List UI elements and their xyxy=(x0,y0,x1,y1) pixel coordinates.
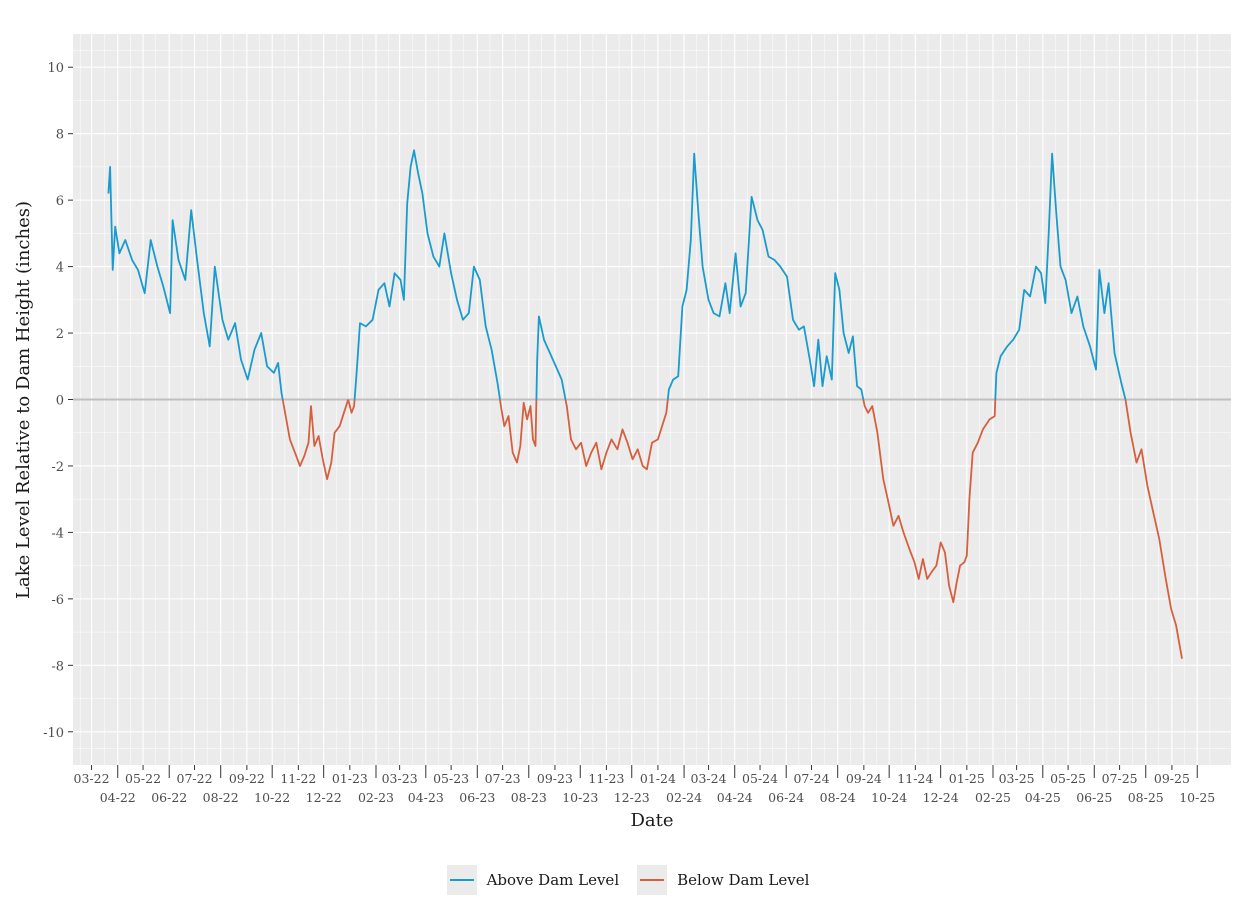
below-dam-level-line xyxy=(347,399,356,414)
minor-gridlines xyxy=(73,34,1231,765)
x-tick-label: 03-25 xyxy=(999,771,1035,786)
above-dam-level-line xyxy=(994,152,1127,400)
y-tick-label: 2 xyxy=(56,327,64,342)
x-tick-label: 08-23 xyxy=(511,790,547,805)
above-dam-level-line xyxy=(353,149,501,400)
x-tick-label: 10-23 xyxy=(562,790,598,805)
y-tick-label: -4 xyxy=(51,526,64,541)
below-dam-level-line xyxy=(499,399,538,464)
x-tick-label: 07-22 xyxy=(177,771,213,786)
legend-label-below: Below Dam Level xyxy=(677,871,810,889)
x-tick-label: 05-25 xyxy=(1050,771,1086,786)
x-tick-label: 11-23 xyxy=(588,771,624,786)
x-tick-label: 06-25 xyxy=(1076,790,1112,805)
x-tick-label: 11-24 xyxy=(897,771,933,786)
above-dam-level-line xyxy=(107,166,284,400)
x-tick-label: 12-23 xyxy=(614,790,650,805)
x-tick-label: 05-22 xyxy=(125,771,161,786)
y-tick-label: -10 xyxy=(43,726,64,741)
y-tick-label: 10 xyxy=(47,61,64,76)
x-tick-label: 07-23 xyxy=(485,771,521,786)
x-tick-label: 01-24 xyxy=(640,771,676,786)
x-tick-label: 06-23 xyxy=(459,790,495,805)
x-tick-label: 02-24 xyxy=(666,790,702,805)
x-tick-label: 03-22 xyxy=(74,771,110,786)
x-tick-label: 09-22 xyxy=(229,771,265,786)
x-tick-label: 04-24 xyxy=(717,790,753,805)
x-tick-label: 05-23 xyxy=(433,771,469,786)
x-tick-label: 03-23 xyxy=(382,771,418,786)
y-tick-label: 8 xyxy=(56,128,64,143)
legend-key-above xyxy=(446,865,477,895)
x-tick-label: 01-23 xyxy=(332,771,368,786)
x-tick-label: 04-23 xyxy=(408,790,444,805)
below-dam-level-line xyxy=(281,399,350,481)
legend: Above Dam Level Below Dam Level xyxy=(0,862,1256,898)
x-tick-label: 10-25 xyxy=(1179,790,1215,805)
x-tick-label: 08-25 xyxy=(1128,790,1164,805)
above-dam-level-line xyxy=(535,315,567,400)
x-axis: 03-22 04-22 05-22 06-22 07-22 08-22 09-22 10-22… xyxy=(74,765,1215,805)
x-tick-label: 02-23 xyxy=(358,790,394,805)
above-dam-level-line xyxy=(666,152,865,400)
y-tick-label: 6 xyxy=(56,194,64,209)
y-tick-label: 4 xyxy=(56,261,64,276)
series-lines xyxy=(107,149,1183,659)
legend-item-above: Above Dam Level xyxy=(446,865,620,895)
y-axis: -10 -8 -6 -4 -2 0 2 4 6 8 10 xyxy=(43,61,73,741)
y-tick-label: -8 xyxy=(51,659,64,674)
x-tick-label: 05-24 xyxy=(742,771,778,786)
x-tick-label: 04-25 xyxy=(1025,790,1061,805)
x-tick-label: 07-24 xyxy=(793,771,829,786)
x-tick-label: 08-24 xyxy=(820,790,856,805)
x-tick-label: 06-22 xyxy=(151,790,187,805)
x-tick-label: 07-25 xyxy=(1102,771,1138,786)
below-dam-level-line xyxy=(862,399,997,604)
x-tick-label: 11-22 xyxy=(280,771,316,786)
x-tick-label: 10-24 xyxy=(871,790,907,805)
x-tick-label: 04-22 xyxy=(100,790,136,805)
x-tick-label: 03-24 xyxy=(691,771,727,786)
x-tick-label: 09-23 xyxy=(537,771,573,786)
x-tick-label: 01-25 xyxy=(949,771,985,786)
x-tick-label: 06-24 xyxy=(768,790,804,805)
x-tick-label: 09-24 xyxy=(846,771,882,786)
legend-key-below xyxy=(637,865,668,895)
x-tick-label: 08-22 xyxy=(203,790,239,805)
y-tick-label: 0 xyxy=(56,394,64,409)
x-tick-label: 09-25 xyxy=(1154,771,1190,786)
y-axis-title: Lake Level Relative to Dam Height (inche… xyxy=(13,201,34,599)
x-axis-title: Date xyxy=(630,810,673,831)
x-tick-label: 12-22 xyxy=(306,790,342,805)
below-dam-level-line xyxy=(1124,399,1183,659)
y-tick-label: -6 xyxy=(51,593,64,608)
x-tick-label: 02-25 xyxy=(975,790,1011,805)
y-tick-label: -2 xyxy=(51,460,64,475)
legend-label-above: Above Dam Level xyxy=(486,871,620,889)
below-dam-level-line xyxy=(564,399,669,471)
x-tick-label: 12-24 xyxy=(923,790,959,805)
legend-item-below: Below Dam Level xyxy=(637,865,809,895)
x-tick-label: 10-22 xyxy=(254,790,290,805)
